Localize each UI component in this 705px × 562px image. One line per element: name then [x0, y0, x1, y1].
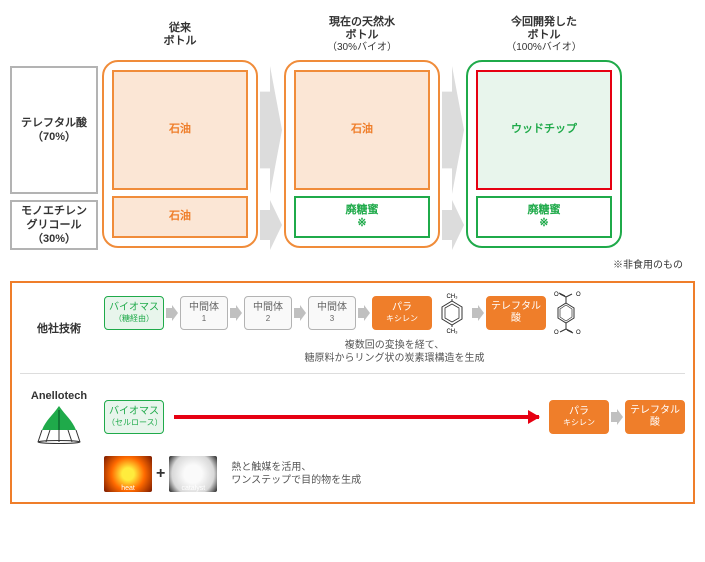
bottle-column: 従来ボトル 石油石油 — [102, 10, 258, 248]
big-arrow-icon — [260, 66, 282, 194]
column-body: 石油石油 — [102, 60, 258, 248]
flow-box: 中間体2 — [244, 296, 292, 330]
bottle-column: 現在の天然水ボトル （30%バイオ） 石油廃糖蜜 ※ — [284, 10, 440, 248]
meg-pct: （30%） — [32, 232, 76, 246]
arrow-icon — [230, 305, 242, 321]
flow-box: パラキシレン — [549, 400, 609, 434]
material-box: 石油 — [294, 70, 430, 190]
label-meg: モノエチレン グリコール （30%） — [10, 200, 98, 250]
tpa-name: テレフタル酸 — [21, 116, 87, 130]
catalyst-label: catalyst — [181, 485, 205, 492]
column-arrow — [442, 66, 464, 250]
bottle-column: 今回開発したボトル （100%バイオ） ウッドチップ廃糖蜜 ※ — [466, 10, 622, 248]
heat-catalyst: heat + catalyst — [104, 456, 217, 492]
svg-text:O: O — [576, 292, 581, 298]
arrow-icon — [472, 305, 484, 321]
footnote: ※非食用のもの — [10, 256, 683, 271]
brand-name: Anellotech — [31, 390, 87, 402]
red-arrow — [174, 415, 539, 419]
svg-text:O: O — [554, 292, 559, 298]
heat-label: heat — [121, 485, 135, 492]
material-box: 石油 — [112, 70, 248, 190]
column-title: 現在の天然水ボトル （30%バイオ） — [327, 10, 397, 60]
column-title: 今回開発したボトル （100%バイオ） — [506, 10, 582, 60]
competitor-caption: 複数回の変換を経て、 糖原料からリング状の炭素環構造を生成 — [104, 339, 685, 365]
anellotech-caption: 熱と触媒を活用、 ワンステップで目的物を生成 — [231, 461, 361, 487]
anellotech-boxes: バイオマス（セルロース） パラキシレンテレフタル酸 — [104, 400, 685, 434]
svg-text:O: O — [576, 330, 581, 335]
heat-tile: heat — [104, 456, 152, 492]
column-body: 石油廃糖蜜 ※ — [284, 60, 440, 248]
tpa-pct: （70%） — [32, 130, 76, 144]
catalyst-tile: catalyst — [169, 456, 217, 492]
column-title: 従来ボトル — [164, 10, 197, 60]
arrow-icon — [166, 305, 178, 321]
row-competitor: 他社技術 バイオマス（糖経由） 中間体1 中間体2 中間体3 パラキシレン CH₃CH₃… — [20, 291, 685, 365]
row-anellotech: Anellotech バイオマス（セルロース） パラキシレンテレフタル酸 — [20, 382, 685, 452]
competitor-boxes: バイオマス（糖経由） 中間体1 中間体2 中間体3 パラキシレン CH₃CH₃ テレフタ… — [104, 291, 685, 335]
cap1b: 糖原料からリング状の炭素環構造を生成 — [305, 353, 485, 364]
bottle-columns: 従来ボトル 石油石油 現在の天然水ボトル （30%バイオ） 石油廃糖蜜 ※ 今回… — [102, 10, 622, 250]
competitor-label: 他社技術 — [20, 320, 98, 336]
cap2a: 熱と触媒を活用、 — [231, 462, 311, 473]
arrow-icon — [294, 305, 306, 321]
big-arrow-icon — [442, 66, 464, 194]
arrow-icon — [358, 305, 370, 321]
svg-text:O: O — [554, 330, 559, 335]
material-box: ウッドチップ — [476, 70, 612, 190]
arrow-icon — [611, 409, 623, 425]
flow-box: バイオマス（糖経由） — [104, 296, 164, 330]
cap1a: 複数回の変換を経て、 — [345, 340, 445, 351]
label-tpa: テレフタル酸 （70%） — [10, 66, 98, 194]
material-box: 石油 — [112, 196, 248, 238]
plus-icon: + — [156, 465, 165, 483]
component-labels: テレフタル酸 （70%） モノエチレン グリコール （30%） — [10, 66, 98, 250]
flow-box: パラキシレン — [372, 296, 432, 330]
molecule-icon: O O O O — [548, 291, 584, 335]
flow-box: バイオマス（セルロース） — [104, 400, 164, 434]
column-body: ウッドチップ廃糖蜜 ※ — [466, 60, 622, 248]
flow-box: テレフタル酸 — [486, 296, 546, 330]
big-arrow-icon — [442, 200, 464, 250]
anellotech-lower: heat + catalyst 熱と触媒を活用、 ワンステップで目的物を生成 — [104, 456, 685, 492]
paraxylene-mol: CH₃CH₃ — [434, 291, 470, 335]
divider — [20, 373, 685, 374]
top-comparison: テレフタル酸 （70%） モノエチレン グリコール （30%） 従来ボトル 石油… — [10, 10, 695, 250]
material-box: 廃糖蜜 ※ — [476, 196, 612, 238]
column-arrow — [260, 66, 282, 250]
anellotech-logo: Anellotech — [20, 390, 98, 444]
meg-name: モノエチレン グリコール — [21, 204, 87, 233]
material-box: 廃糖蜜 ※ — [294, 196, 430, 238]
process-panel: 他社技術 バイオマス（糖経由） 中間体1 中間体2 中間体3 パラキシレン CH₃CH₃… — [10, 281, 695, 504]
svg-text:CH₃: CH₃ — [446, 329, 458, 335]
flow-box: 中間体3 — [308, 296, 356, 330]
anellotech-flow: バイオマス（セルロース） パラキシレンテレフタル酸 — [104, 400, 685, 434]
leaf-icon — [36, 404, 82, 444]
cap2b: ワンステップで目的物を生成 — [231, 475, 361, 486]
competitor-flow: バイオマス（糖経由） 中間体1 中間体2 中間体3 パラキシレン CH₃CH₃ テレフタ… — [104, 291, 685, 365]
molecule-icon: CH₃CH₃ — [435, 291, 469, 335]
flow-box: 中間体1 — [180, 296, 228, 330]
big-arrow-icon — [260, 200, 282, 250]
flow-box: テレフタル酸 — [625, 400, 685, 434]
tpa-mol: O O O O — [548, 291, 584, 335]
